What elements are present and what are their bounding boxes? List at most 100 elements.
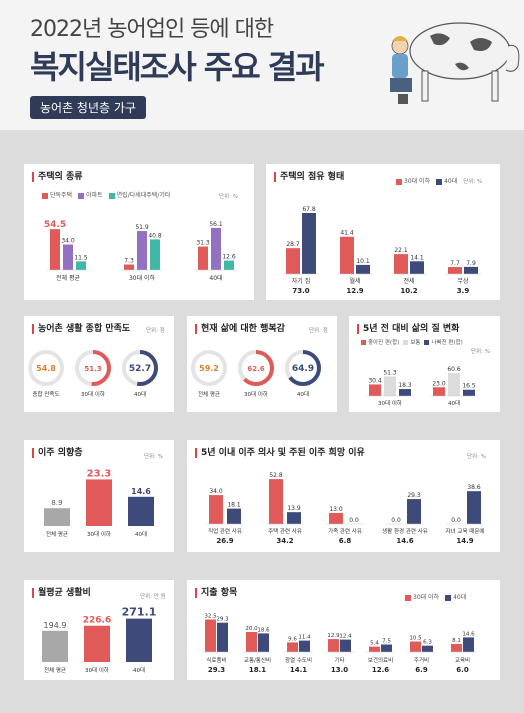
bar: [63, 244, 73, 270]
data-label: 18.3: [398, 382, 412, 389]
data-label: 0.0: [451, 517, 461, 524]
total-label: 6.8: [339, 537, 352, 545]
bar: [269, 479, 283, 524]
unit-label: 단위: %: [467, 454, 486, 460]
bar: [137, 231, 147, 270]
donut-track: [191, 350, 227, 386]
bar: [329, 512, 343, 524]
panel-title: 농어촌 생활 종합 만족도: [32, 324, 130, 334]
chart-living-cost: 194.9 전체 평균 226.6 30대 이하 271.1 40대: [42, 606, 157, 674]
data-label: 51.3: [383, 370, 397, 377]
bar: [246, 632, 257, 652]
data-label: 5.4: [370, 641, 379, 647]
tick-label: 주택 관련 사유: [268, 527, 302, 535]
data-label: 8.1: [452, 638, 461, 644]
tick-label: 보건의료비: [368, 656, 393, 664]
subtitle-badge: 농어촌 청년층 가구: [30, 96, 146, 119]
tick-label: 30대 이하: [85, 666, 109, 674]
data-label: 226.6: [83, 616, 111, 626]
donut-value: 52.7: [129, 364, 151, 374]
data-label: 12.6: [222, 254, 236, 261]
data-label: 7.9: [466, 260, 476, 267]
data-label: 14.1: [410, 254, 424, 261]
panel-satisfaction: 농어촌 생활 종합 만족도 단위: 점 54.8 종합 만족도 51.3 30대 이하…: [24, 316, 174, 412]
chart-housing-type: 54.5 34.0 11.5 전체 평균 7.3 51.940.8 30대 이하 31.3 56…: [44, 220, 237, 282]
donut-value: 64.9: [292, 364, 314, 374]
bar: [340, 639, 351, 652]
bar: [463, 389, 475, 396]
donut-value: 51.3: [84, 365, 101, 373]
data-label: 7.5: [382, 639, 391, 645]
total-label: 3.9: [457, 287, 470, 295]
total-label: 6.0: [456, 666, 469, 674]
total-label: 73.0: [292, 287, 309, 295]
bar: [286, 248, 300, 274]
bar: [433, 387, 445, 396]
total-label: 18.1: [249, 666, 266, 674]
data-label: 20.0: [245, 626, 258, 632]
bar: [44, 508, 70, 526]
tick-label: 교통/통신비: [244, 656, 271, 664]
legend-item: 연립/다세대주택/기타: [108, 190, 170, 199]
total-label: 14.9: [456, 537, 473, 545]
tick-label: 주거비: [414, 656, 429, 664]
bar: [287, 642, 298, 652]
bar: [128, 496, 154, 526]
donut-label: 40대: [134, 390, 146, 398]
legend-item: 30대 이하: [405, 592, 439, 601]
chart-tenure: 28.7 67.8 자기 집 73.0 41.4 10.1 월세 12.9 22.114.1 전세…: [283, 206, 481, 295]
bar: [302, 212, 316, 274]
data-label: 194.9: [44, 621, 67, 630]
tick-label: 자기 집: [292, 277, 310, 285]
panel-title: 5년 이내 이주 의사 및 주된 이주 희망 이유: [195, 448, 365, 458]
total-label: 26.9: [216, 537, 233, 545]
donut-arc: [238, 350, 274, 386]
bar: [211, 227, 221, 270]
donut-arc: [75, 350, 111, 386]
bar: [422, 645, 433, 652]
legend: 좋아진 편(합) 보통 나빠진 편(합): [361, 338, 463, 346]
donut-value: 62.6: [247, 365, 264, 373]
bar: [84, 625, 110, 662]
panel-title: 월평균 생활비: [32, 588, 91, 598]
data-label: 28.7: [286, 241, 300, 248]
unit-label: 단위: 만 원: [140, 594, 166, 600]
unit-label: 단위: 점: [309, 328, 328, 334]
legend-item: 30대 이하: [396, 176, 430, 185]
tick-label: 무상: [457, 277, 469, 285]
tick-label: 생활 환경 관련 사유: [382, 527, 428, 535]
data-label: 271.1: [122, 606, 157, 619]
donut-arc: [122, 350, 158, 386]
data-label: 54.5: [44, 220, 66, 230]
bar: [86, 479, 112, 526]
data-label: 16.5: [462, 383, 476, 390]
data-label: 18.6: [257, 627, 270, 633]
donut-value: 54.8: [36, 364, 56, 373]
unit-label: 단위: %: [144, 454, 163, 460]
bar: [451, 643, 462, 652]
total-label: 12.6: [372, 666, 389, 674]
bar: [198, 246, 208, 270]
tick-label: 광열 수도비: [285, 656, 312, 664]
data-label: 31.3: [196, 240, 210, 247]
data-label: 11.5: [74, 254, 88, 261]
total-label: 34.2: [276, 537, 293, 545]
tick-label: 전체 평균: [44, 666, 66, 674]
bar: [464, 266, 478, 274]
data-label: 12.9: [327, 633, 340, 639]
tick-label: 40대: [133, 666, 145, 674]
tick-label: 30대 이하: [87, 530, 111, 538]
panel-migration-reason: 5년 이내 이주 의사 및 주된 이주 희망 이유 단위: % 34.0 18.1…: [187, 440, 500, 552]
tick-label: 직업 관련 사유: [208, 527, 242, 535]
data-label: 30.4: [368, 377, 382, 384]
total-label: 6.9: [415, 666, 428, 674]
cow-illustration: [390, 22, 520, 104]
donut-label: 30대 이하: [81, 390, 105, 398]
unit-label: 단위: 점: [146, 328, 165, 334]
legend-item: 단독주택: [42, 190, 72, 199]
data-label: 23.3: [87, 468, 112, 479]
panel-happiness: 현재 삶에 대한 행복감 단위: 점 59.2 전체 평균 62.6 30대 이하 64…: [187, 316, 337, 412]
data-label: 32.5: [204, 614, 217, 620]
data-label: 9.6: [288, 636, 297, 642]
